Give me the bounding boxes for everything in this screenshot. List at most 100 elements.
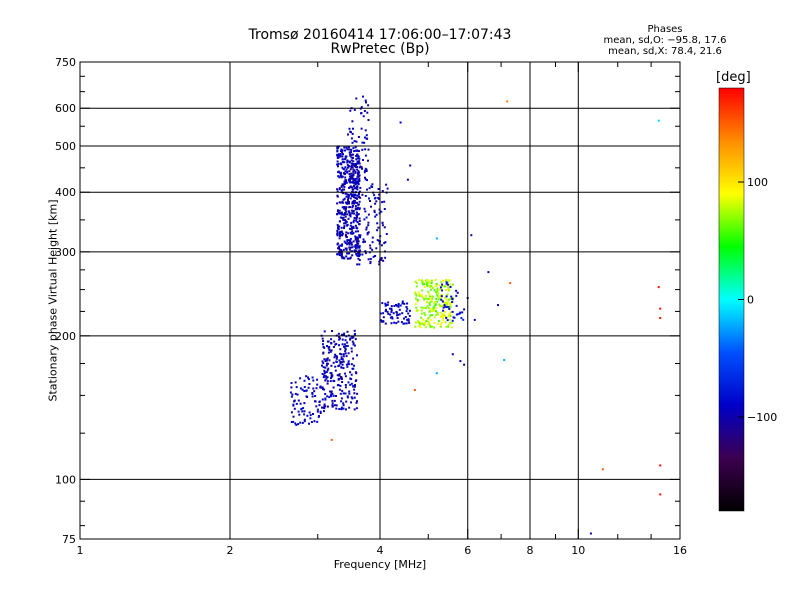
data-point bbox=[352, 179, 355, 182]
data-point bbox=[428, 293, 431, 296]
data-point bbox=[357, 230, 360, 233]
data-point bbox=[355, 219, 358, 222]
data-point bbox=[340, 250, 343, 253]
data-point bbox=[331, 392, 334, 395]
data-point bbox=[342, 353, 345, 356]
data-point bbox=[352, 210, 355, 213]
data-point bbox=[337, 175, 340, 178]
data-point bbox=[463, 363, 466, 366]
data-point bbox=[332, 361, 335, 364]
data-point bbox=[305, 375, 308, 378]
data-point bbox=[428, 284, 431, 287]
data-point bbox=[414, 297, 417, 300]
data-point bbox=[347, 352, 350, 355]
data-point bbox=[340, 353, 343, 356]
data-point bbox=[353, 165, 356, 168]
axis-ticks: 1 2 4 6 8 10 16 75 100 200 300 400 500 600 750 bbox=[55, 56, 687, 557]
data-point bbox=[344, 182, 346, 185]
data-point bbox=[347, 133, 349, 136]
data-point bbox=[350, 363, 353, 366]
x-tick-label: 1 bbox=[77, 544, 84, 557]
data-point bbox=[359, 236, 361, 239]
data-point bbox=[350, 228, 353, 231]
data-point bbox=[340, 356, 343, 359]
data-point bbox=[310, 421, 313, 423]
data-point bbox=[321, 386, 324, 389]
data-point bbox=[334, 369, 337, 372]
data-point bbox=[292, 415, 295, 418]
data-point bbox=[303, 390, 306, 392]
data-point bbox=[348, 243, 351, 246]
data-point bbox=[345, 210, 348, 213]
data-point bbox=[348, 151, 351, 154]
data-point bbox=[350, 177, 353, 180]
data-point bbox=[390, 307, 393, 310]
data-point bbox=[449, 315, 452, 317]
data-point bbox=[337, 153, 340, 156]
data-point bbox=[342, 367, 345, 370]
data-point bbox=[364, 129, 367, 132]
data-point bbox=[330, 364, 333, 367]
data-point bbox=[338, 246, 340, 249]
data-point bbox=[341, 381, 344, 383]
data-point bbox=[375, 247, 378, 250]
data-point bbox=[294, 392, 297, 395]
data-point bbox=[339, 392, 342, 395]
data-point bbox=[355, 218, 358, 220]
data-point bbox=[321, 364, 323, 367]
data-point bbox=[303, 413, 306, 416]
data-point bbox=[346, 395, 349, 398]
data-point bbox=[404, 316, 407, 318]
data-point bbox=[420, 306, 423, 309]
data-point bbox=[331, 405, 334, 408]
data-point bbox=[315, 387, 318, 390]
data-point bbox=[326, 380, 329, 383]
data-point bbox=[355, 158, 358, 161]
data-point bbox=[322, 362, 325, 365]
data-point bbox=[339, 234, 342, 237]
data-point bbox=[355, 208, 358, 211]
data-point bbox=[343, 197, 346, 200]
data-point bbox=[428, 323, 431, 326]
data-point bbox=[336, 160, 339, 163]
data-point bbox=[353, 364, 355, 367]
data-point bbox=[409, 164, 412, 167]
data-point bbox=[323, 330, 326, 333]
data-point bbox=[352, 357, 355, 360]
data-point bbox=[329, 380, 332, 383]
data-point bbox=[657, 119, 660, 122]
data-point bbox=[329, 350, 332, 353]
data-point bbox=[397, 313, 400, 316]
data-point bbox=[436, 287, 439, 290]
data-point bbox=[347, 232, 350, 235]
data-point bbox=[348, 127, 351, 130]
data-point bbox=[330, 372, 333, 375]
data-point bbox=[381, 302, 384, 305]
data-point bbox=[442, 317, 445, 320]
data-point bbox=[364, 136, 366, 139]
data-point bbox=[336, 149, 339, 152]
data-point bbox=[311, 395, 314, 398]
data-point bbox=[357, 172, 359, 175]
data-point bbox=[350, 396, 353, 399]
data-point bbox=[321, 337, 324, 340]
data-point bbox=[340, 226, 343, 229]
data-point bbox=[333, 399, 336, 402]
data-point bbox=[348, 390, 351, 393]
data-point bbox=[360, 127, 363, 130]
data-point bbox=[423, 283, 426, 286]
data-point bbox=[345, 168, 348, 171]
data-point bbox=[366, 188, 368, 191]
data-point bbox=[339, 362, 342, 365]
data-point bbox=[336, 243, 339, 246]
data-point bbox=[348, 173, 351, 176]
data-point bbox=[364, 99, 367, 102]
data-point bbox=[336, 145, 339, 148]
data-point bbox=[509, 282, 512, 285]
data-point bbox=[347, 160, 350, 163]
data-point bbox=[426, 318, 429, 321]
data-point bbox=[364, 252, 367, 255]
data-point bbox=[340, 244, 343, 247]
data-point bbox=[323, 372, 326, 375]
data-point bbox=[430, 300, 433, 303]
